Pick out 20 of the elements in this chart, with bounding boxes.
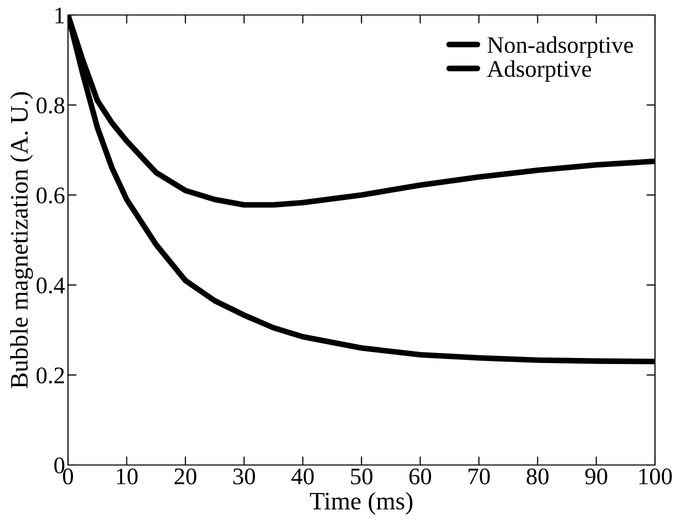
- y-tick-label: 0.4: [36, 277, 65, 294]
- y-tick-label: 1: [55, 8, 64, 24]
- y-tick-label: 0.8: [36, 97, 64, 114]
- x-tick-label: 70: [468, 468, 490, 484]
- y-tick-label: 0.2: [36, 367, 64, 384]
- x-tick-label: 90: [585, 468, 608, 484]
- legend-label: Adsorptive: [487, 60, 591, 82]
- x-tick-label: 50: [351, 468, 372, 484]
- y-axis-title: Bubble magnetization (A. U.): [10, 92, 33, 388]
- x-axis-title: Time (ms): [310, 492, 412, 515]
- x-tick-label: 40: [291, 468, 314, 484]
- y-tick-label: 0: [54, 457, 64, 474]
- x-tick-label: 60: [409, 468, 432, 484]
- x-tick-label: 20: [174, 468, 196, 484]
- legend-label: Non-adsorptive: [488, 36, 633, 58]
- x-tick-label: 30: [233, 468, 256, 484]
- x-tick-label: 10: [116, 468, 138, 484]
- y-tick-label: 0.6: [36, 187, 65, 204]
- x-tick-label: 80: [526, 468, 549, 484]
- x-tick-label: 100: [639, 468, 672, 484]
